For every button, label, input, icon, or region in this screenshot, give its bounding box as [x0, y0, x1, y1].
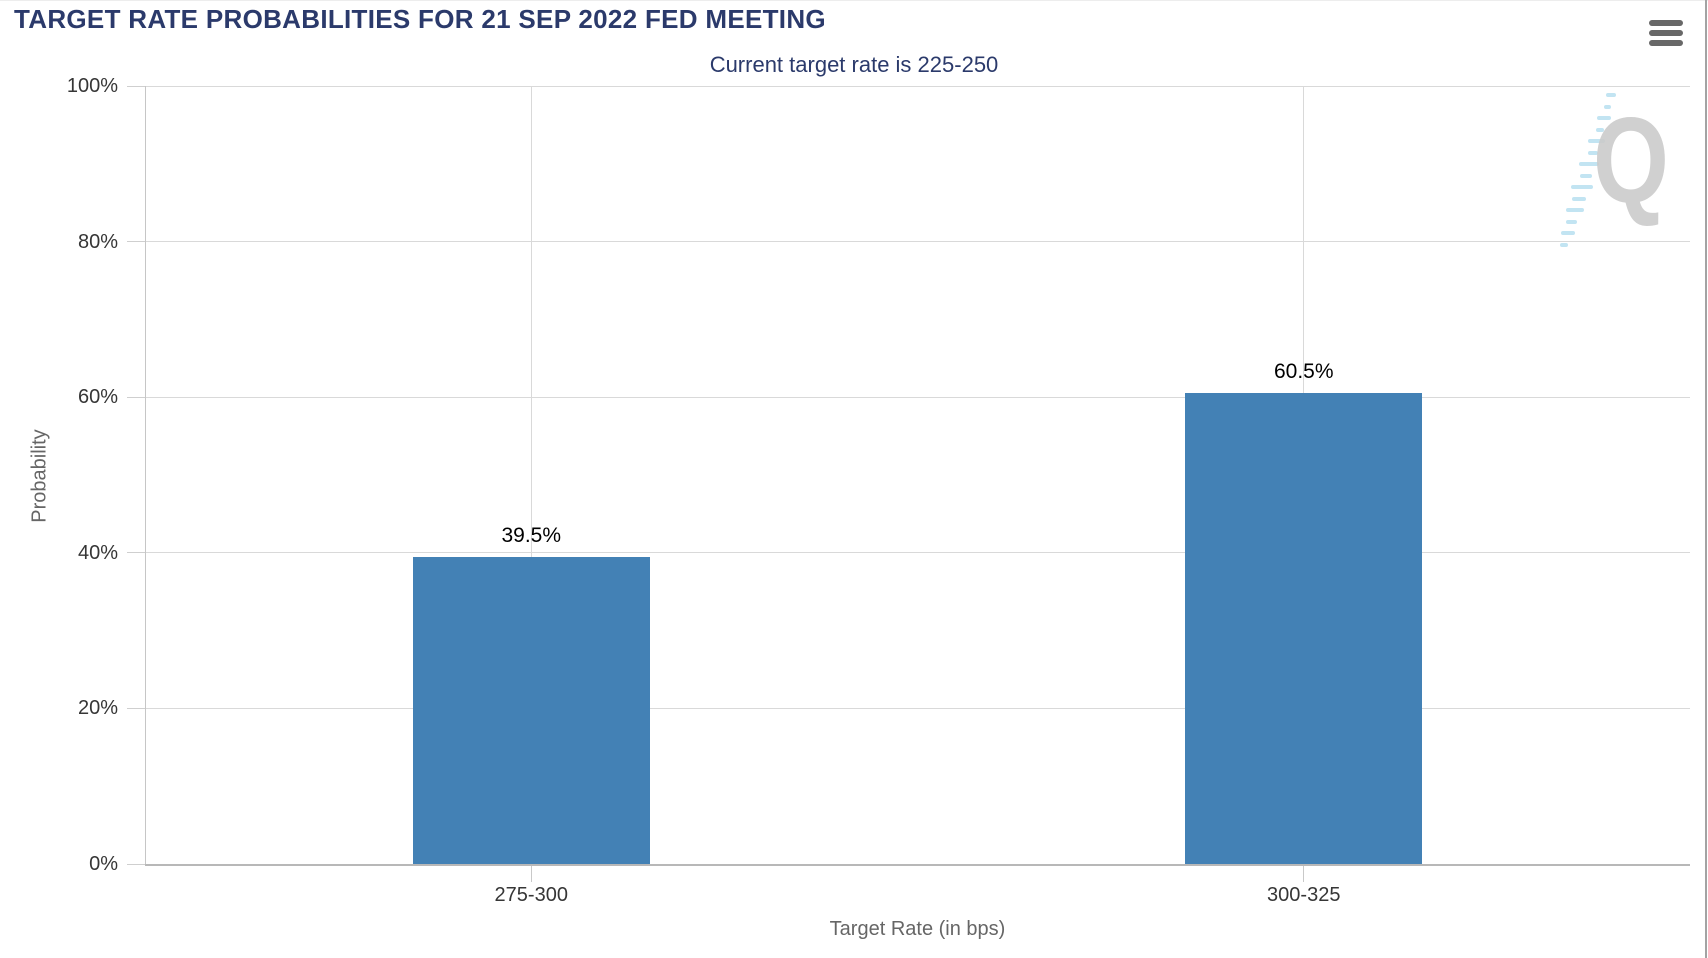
y-axis-title: Probability: [28, 429, 51, 523]
y-tick-mark: [127, 396, 145, 398]
chart-subtitle: Current target rate is 225-250: [709, 52, 999, 77]
watermark-dash: [1603, 104, 1611, 109]
x-tick-mark: [530, 866, 532, 882]
x-axis-line: [145, 864, 1690, 866]
x-axis-title: Target Rate (in bps): [829, 918, 1006, 940]
bar-275-300[interactable]: [412, 556, 650, 864]
watermark-dash: [1560, 231, 1575, 235]
bar-data-label: 60.5%: [1273, 360, 1334, 384]
watermark-dash: [1579, 162, 1600, 166]
y-gridline: [145, 396, 1690, 398]
hamburger-menu-icon: [1649, 40, 1683, 46]
y-axis-tick-label: 60%: [77, 386, 118, 409]
watermark-dash: [1588, 150, 1598, 155]
x-tick-mark: [1303, 866, 1305, 882]
y-tick-mark: [127, 707, 145, 709]
right-border: [1705, 0, 1707, 958]
y-gridline: [145, 552, 1690, 554]
y-axis-tick-label: 0%: [89, 853, 118, 875]
y-gridline: [145, 85, 1690, 87]
y-gridline: [145, 707, 1690, 709]
watermark-dash: [1596, 127, 1605, 132]
x-axis-tick-label: 300-325: [1267, 884, 1341, 906]
bar-data-label: 39.5%: [501, 523, 562, 547]
y-gridline: [145, 241, 1690, 243]
y-axis-tick-label: 80%: [77, 230, 118, 253]
y-axis-tick-label: 40%: [77, 541, 118, 564]
watermark-dash: [1571, 196, 1586, 201]
x-gridline: [530, 86, 532, 864]
y-tick-mark: [127, 85, 145, 87]
watermark-dash: [1566, 208, 1584, 212]
watermark-dash: [1606, 93, 1616, 97]
top-border: [0, 0, 1708, 1]
bar-300-325[interactable]: [1185, 393, 1423, 864]
y-axis-tick-label: 20%: [77, 697, 118, 720]
watermark-q-letter: Q: [1593, 92, 1669, 228]
y-tick-mark: [127, 863, 145, 865]
x-axis-tick-label: 275-300: [494, 884, 568, 906]
watermark-dash: [1571, 185, 1594, 189]
y-tick-mark: [127, 241, 145, 243]
watermark-dash: [1588, 139, 1606, 143]
hamburger-menu-icon: [1649, 20, 1683, 26]
watermark-dash: [1579, 173, 1592, 178]
export-menu-button[interactable]: [1646, 16, 1686, 50]
watermark-dash: [1596, 116, 1611, 120]
y-axis-tick-label: 100%: [66, 75, 118, 97]
y-axis-line: [145, 86, 146, 864]
y-tick-mark: [127, 552, 145, 554]
watermark-dash: [1560, 242, 1569, 247]
watermark-dash: [1565, 219, 1577, 224]
quikstrike-watermark: Q: [1545, 85, 1705, 265]
chart-title: TARGET RATE PROBABILITIES FOR 21 SEP 202…: [14, 4, 826, 34]
hamburger-menu-icon: [1649, 30, 1683, 36]
